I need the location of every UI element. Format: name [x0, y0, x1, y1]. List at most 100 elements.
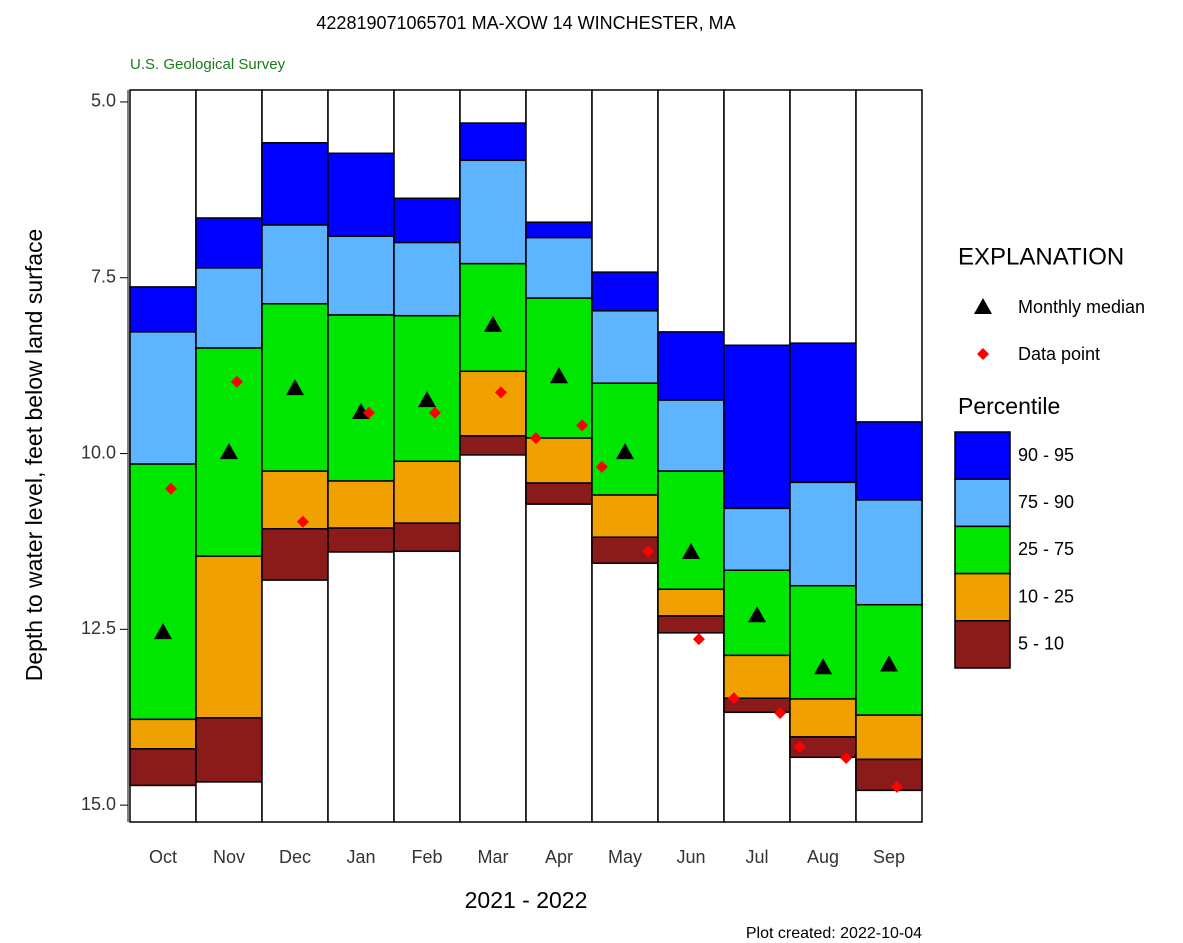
legend-swatch	[954, 525, 1011, 575]
median-marker	[418, 391, 436, 408]
median-marker	[154, 623, 172, 640]
percentile-band	[261, 141, 329, 226]
data-point	[362, 406, 375, 419]
percentile-band	[723, 344, 791, 510]
percentile-band	[327, 314, 395, 482]
x-tick-label: Apr	[545, 847, 573, 867]
legend-swatch	[954, 478, 1011, 528]
percentile-band	[525, 482, 593, 505]
x-tick-label: Sep	[873, 847, 905, 867]
chart-title: 422819071065701 MA-XOW 14 WINCHESTER, MA	[316, 13, 735, 33]
percentile-band	[459, 435, 527, 456]
legend-swatch	[954, 572, 1011, 622]
legend-label: 5 - 10	[1018, 634, 1064, 654]
x-tick-label: Oct	[149, 847, 177, 867]
percentile-band	[195, 267, 263, 349]
x-tick-label: Aug	[807, 847, 839, 867]
data-point	[164, 482, 177, 495]
percentile-band	[459, 159, 527, 265]
data-point	[529, 432, 542, 445]
percentile-band	[657, 399, 725, 472]
legend-label: 25 - 75	[1018, 539, 1074, 559]
median-marker	[484, 315, 502, 332]
x-tick-label: Jan	[346, 847, 375, 867]
percentile-band	[129, 331, 197, 465]
legend-label: 90 - 95	[1018, 445, 1074, 465]
median-marker	[814, 658, 832, 675]
percentile-band	[591, 310, 659, 384]
percentile-band	[657, 588, 725, 617]
percentile-band	[789, 481, 857, 587]
data-point	[692, 633, 705, 646]
percentile-band	[855, 499, 923, 606]
subtitle: U.S. Geological Survey	[130, 56, 286, 73]
x-tick-label: Nov	[213, 847, 245, 867]
percentile-band	[591, 494, 659, 538]
x-axis-label: 2021 - 2022	[465, 887, 588, 913]
percentile-band	[195, 555, 263, 719]
data-point	[428, 406, 441, 419]
percentile-band	[327, 235, 395, 316]
data-point	[890, 780, 903, 793]
percentile-band	[789, 584, 857, 700]
percentile-band	[261, 470, 329, 530]
median-marker	[286, 379, 304, 396]
percentile-band	[195, 717, 263, 783]
x-tick-label: Jul	[745, 847, 768, 867]
legend-label: 75 - 90	[1018, 492, 1074, 512]
x-tick-label: May	[608, 847, 642, 867]
median-marker	[748, 606, 766, 623]
note: Plot created: 2022-10-04	[746, 925, 922, 942]
median-marker	[682, 542, 700, 559]
percentile-band	[393, 522, 461, 553]
x-tick-label: Jun	[676, 847, 705, 867]
percentile-band	[591, 382, 659, 496]
percentile-band	[459, 122, 527, 162]
percentile-band	[525, 437, 593, 484]
percentile-band	[129, 286, 197, 333]
percentile-band	[525, 221, 593, 239]
percentile-band	[591, 271, 659, 312]
median-marker	[550, 367, 568, 384]
percentile-band	[855, 421, 923, 501]
percentile-band	[459, 370, 527, 437]
y-axis-label: Depth to water level, feet below land su…	[21, 229, 47, 682]
y-tick-label: 10.0	[81, 442, 116, 462]
percentile-band	[129, 463, 197, 721]
x-tick-label: Mar	[478, 847, 509, 867]
y-tick-label: 7.5	[91, 266, 116, 286]
percentile-band	[657, 331, 725, 401]
legend-swatch	[954, 620, 1011, 669]
data-point	[230, 375, 243, 388]
percentile-band	[393, 314, 461, 463]
data-point	[727, 692, 740, 705]
data-point	[296, 515, 309, 528]
legend-median-marker	[974, 298, 992, 314]
percentile-band	[261, 528, 329, 581]
percentile-band	[855, 714, 923, 761]
legend-title: EXPLANATION	[958, 243, 1124, 270]
percentile-band	[327, 152, 395, 238]
percentile-band	[723, 654, 791, 699]
percentile-band	[129, 718, 197, 750]
percentile-band	[789, 342, 857, 484]
median-marker	[880, 655, 898, 672]
percentile-band	[393, 197, 461, 244]
data-point	[595, 460, 608, 473]
data-point	[840, 752, 853, 765]
legend-swatch	[954, 431, 1011, 480]
percentile-band	[195, 217, 263, 269]
data-point	[774, 707, 787, 720]
legend-data-marker	[977, 348, 989, 360]
y-tick-label: 15.0	[81, 794, 116, 814]
percentile-band	[393, 460, 461, 524]
legend-label: Monthly median	[1018, 297, 1145, 317]
percentile-band	[129, 748, 197, 787]
data-point	[793, 740, 806, 753]
legend-subtitle: Percentile	[958, 393, 1060, 419]
percentile-band	[261, 224, 329, 305]
percentile-band	[657, 615, 725, 634]
percentile-band	[657, 470, 725, 591]
data-point	[642, 545, 655, 558]
percentile-band	[393, 241, 461, 317]
